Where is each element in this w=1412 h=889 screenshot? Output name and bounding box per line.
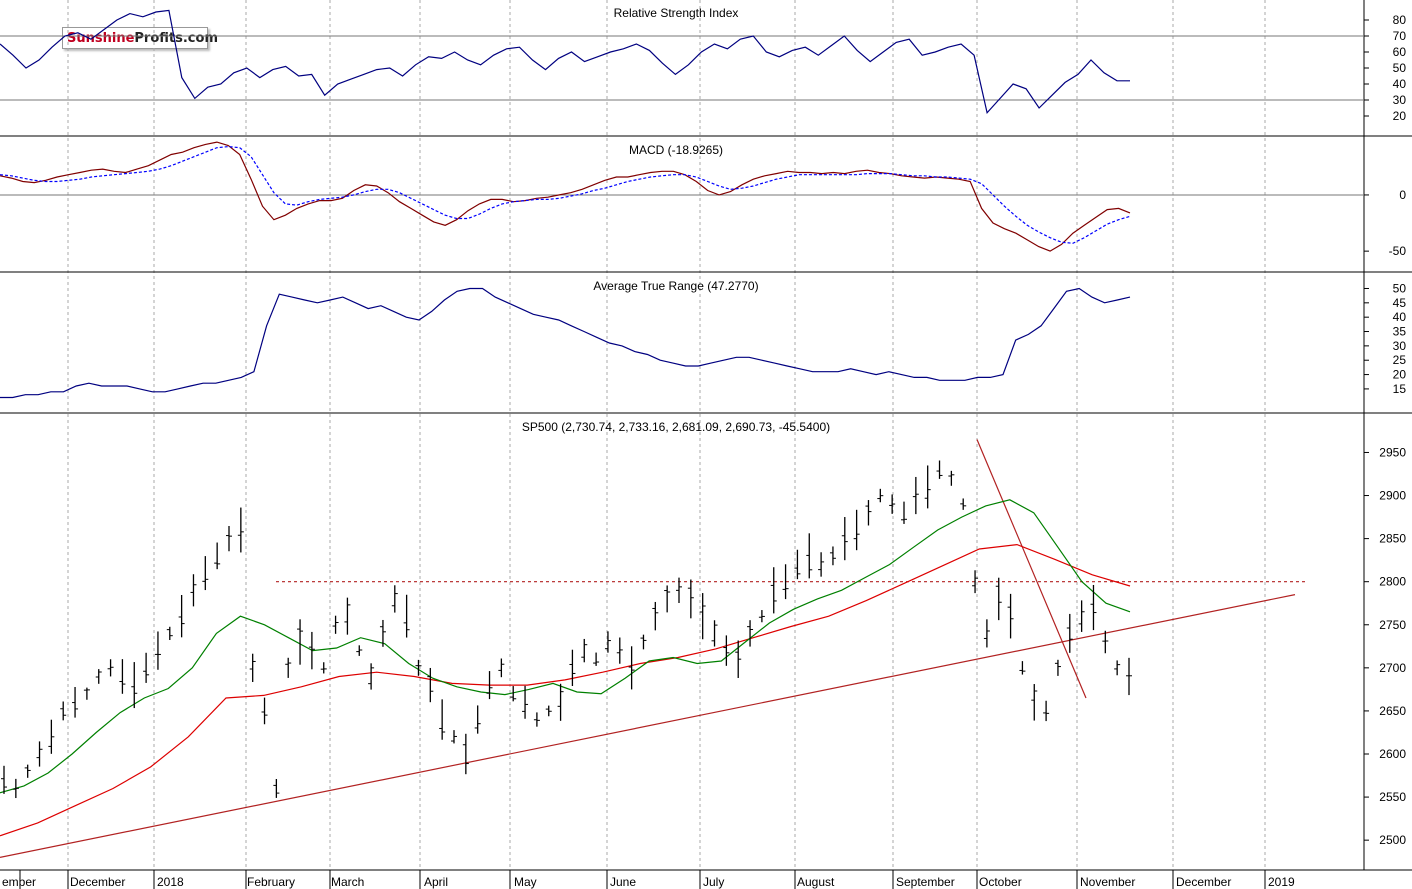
panel-title: SP500 (2,730.74, 2,733.16, 2,681.09, 2,6… (522, 420, 830, 434)
y-tick-label: 30 (1393, 93, 1407, 107)
y-tick-label: 2650 (1379, 704, 1406, 718)
y-tick-label: 0 (1399, 188, 1406, 202)
month-label: 2018 (157, 875, 184, 889)
declining-trend-line (976, 439, 1087, 699)
month-label: October (979, 875, 1022, 889)
month-label: 2019 (1268, 875, 1295, 889)
month-label: September (896, 875, 955, 889)
y-tick-label: 50 (1393, 61, 1407, 75)
y-tick-label: 45 (1393, 296, 1407, 310)
y-tick-label: 60 (1393, 45, 1407, 59)
macd-signal-line (0, 145, 1131, 244)
y-tick-label: 2550 (1379, 790, 1406, 804)
y-tick-label: 40 (1393, 310, 1407, 324)
y-tick-label: 40 (1393, 77, 1407, 91)
price-bars (1, 460, 1132, 799)
y-tick-label: 20 (1393, 109, 1407, 123)
y-tick-label: 70 (1393, 29, 1407, 43)
y-tick-label: 2800 (1379, 575, 1406, 589)
y-tick-label: 2700 (1379, 661, 1406, 675)
long-term-support-line (0, 594, 1296, 858)
month-label: March (331, 875, 364, 889)
sunshine-profits-logo: SunshineProfits.com (62, 27, 218, 49)
atr-line (0, 287, 1131, 399)
y-tick-label: 2750 (1379, 618, 1406, 632)
y-tick-label: 80 (1393, 13, 1407, 27)
month-label: November (1080, 875, 1135, 889)
rsi-line (0, 9, 1130, 115)
month-label: August (797, 875, 835, 889)
y-tick-label: 15 (1393, 382, 1407, 396)
y-tick-label: 50 (1393, 281, 1407, 295)
y-tick-label: 25 (1393, 353, 1407, 367)
month-label: ember (2, 875, 36, 889)
y-tick-label: 2950 (1379, 445, 1406, 459)
month-label: February (247, 875, 295, 889)
panel-title: Average True Range (47.2770) (593, 279, 758, 293)
month-label: December (70, 875, 125, 889)
macd-line (0, 141, 1131, 252)
month-label: June (610, 875, 636, 889)
y-tick-label: 2600 (1379, 747, 1406, 761)
y-tick-label: 2850 (1379, 532, 1406, 546)
y-tick-label: -50 (1389, 244, 1407, 258)
y-tick-label: 30 (1393, 339, 1407, 353)
y-tick-label: 2900 (1379, 489, 1406, 503)
y-tick-label: 2500 (1379, 833, 1406, 847)
fast-moving-average (0, 499, 1131, 794)
panel-title: MACD (-18.9265) (629, 143, 723, 157)
month-label: April (424, 875, 448, 889)
y-tick-label: 35 (1393, 325, 1407, 339)
y-tick-label: 20 (1393, 368, 1407, 382)
month-label: July (703, 875, 724, 889)
month-label: May (514, 875, 537, 889)
slow-moving-average (0, 543, 1131, 837)
panel-title: Relative Strength Index (614, 6, 739, 20)
month-label: December (1176, 875, 1231, 889)
